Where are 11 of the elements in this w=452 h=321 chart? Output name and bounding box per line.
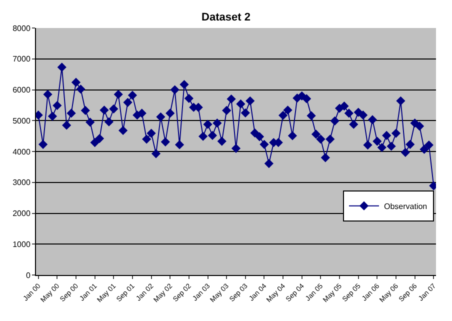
- y-tick-label: 1000: [12, 240, 31, 249]
- y-tick-label: 3000: [12, 178, 31, 188]
- y-tick-label: 0: [26, 270, 31, 280]
- legend-label: Observation: [384, 202, 428, 211]
- chart-title: Dataset 2: [202, 12, 250, 24]
- y-tick-label: 2000: [12, 209, 31, 218]
- y-tick-label: 5000: [12, 116, 31, 126]
- y-tick-label: 6000: [12, 86, 31, 95]
- y-tick-label: 4000: [12, 147, 31, 156]
- y-tick-label: 8000: [12, 24, 31, 33]
- y-tick-label: 7000: [12, 54, 31, 64]
